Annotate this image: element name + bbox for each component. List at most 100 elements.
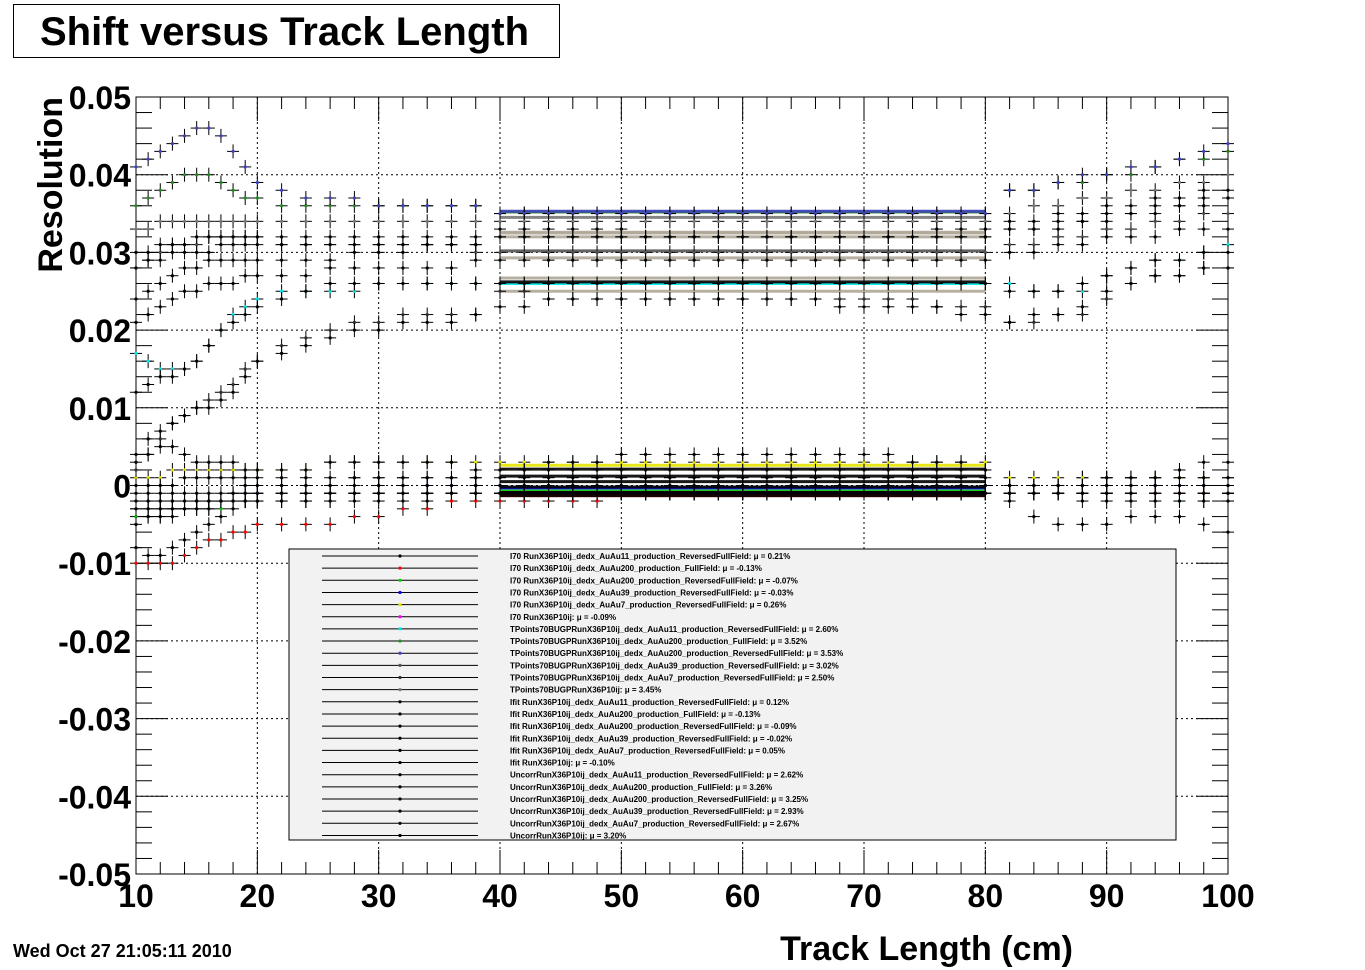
x-tick-label: 40 [482,878,518,914]
data-point [955,276,968,291]
data-point [178,245,191,260]
data-point [1003,183,1016,198]
data-point [396,214,409,229]
data-point [712,292,725,307]
data-point [421,214,434,229]
data-point [736,253,749,268]
data-point [809,292,822,307]
data-point [809,486,822,501]
data-point [1052,486,1065,501]
data-point [518,276,531,291]
data-point [518,253,531,268]
data-point [142,494,155,509]
data-point [190,455,203,470]
series-points [130,439,1234,540]
legend-entry: TPoints70BUGPRunX36P10ij_dedx_AuAu7_prod… [322,674,834,683]
series-points [130,260,1234,462]
data-point [979,307,992,322]
data-point [202,532,215,547]
data-point [275,517,288,532]
data-point [190,214,203,229]
data-point [469,478,482,493]
legend-label: Ifit RunX36P10ij_dedx_AuAu7_production_R… [510,746,785,755]
data-point [639,292,652,307]
legend-entry: UncorrRunX36P10ij_dedx_AuAu200_productio… [322,795,808,804]
data-point [251,191,264,206]
data-point [214,393,227,408]
data-point [154,214,167,229]
y-tick-label: -0.04 [58,779,131,815]
data-point [1197,198,1210,213]
data-point [1124,183,1137,198]
data-point [469,214,482,229]
data-point [955,307,968,322]
data-point [251,214,264,229]
data-point [566,486,579,501]
legend-entry: TPoints70BUGPRunX36P10ij_dedx_AuAu200_pr… [322,637,807,646]
data-point [421,237,434,252]
data-point [299,237,312,252]
data-point [154,183,167,198]
data-point [833,214,846,229]
data-point [130,315,142,330]
data-point [712,253,725,268]
data-point [372,455,385,470]
data-point [639,447,652,462]
data-point [142,377,155,392]
data-point [202,214,215,229]
data-point [275,198,288,213]
data-point [130,292,142,307]
data-point [396,237,409,252]
y-tick-label: -0.02 [58,624,131,660]
data-point [445,486,458,501]
data-point [154,144,167,159]
data-point [930,229,943,244]
data-point [324,276,337,291]
data-point [469,462,482,477]
data-point [1197,455,1210,470]
data-point [227,377,240,392]
data-point [1100,284,1113,299]
x-tick-label: 70 [846,878,882,914]
tick-labels: 10 20 30 40 50 60 70 80 90 100 -0.05 -0.04 -0.03 -0.0… [58,80,1255,914]
data-point [275,486,288,501]
data-point [372,260,385,275]
data-point [760,229,773,244]
data-point [227,183,240,198]
data-point [1076,167,1089,182]
data-point [178,470,191,485]
data-point [1197,260,1210,275]
data-point [1222,525,1234,540]
data-point [1052,517,1065,532]
data-point [166,268,179,283]
data-point [142,253,155,268]
data-point [955,486,968,501]
data-point [1027,222,1040,237]
legend-label: TPoints70BUGPRunX36P10ij_dedx_AuAu200_pr… [510,649,843,658]
data-point [615,253,628,268]
data-point [421,315,434,330]
data-point [372,486,385,501]
data-point [930,276,943,291]
data-point [142,284,155,299]
data-point [348,214,361,229]
data-point [955,455,968,470]
data-point [178,447,191,462]
data-point [858,478,870,493]
data-point [190,260,203,275]
y-tick-label: -0.05 [58,857,131,893]
data-point [214,175,227,190]
data-point [930,486,943,501]
data-point [214,494,227,509]
data-point [178,532,191,547]
y-tick-label: 0.01 [69,391,131,427]
data-point [591,292,604,307]
data-point [1052,175,1065,190]
legend-entry: Ifit RunX36P10ij: μ = -0.10% [322,759,615,768]
data-point [421,260,434,275]
data-point [1197,245,1210,260]
data-point [214,323,227,338]
data-point [239,486,252,501]
legend-label: I70 RunX36P10ij_dedx_AuAu11_production_R… [510,552,790,561]
data-point [785,292,798,307]
